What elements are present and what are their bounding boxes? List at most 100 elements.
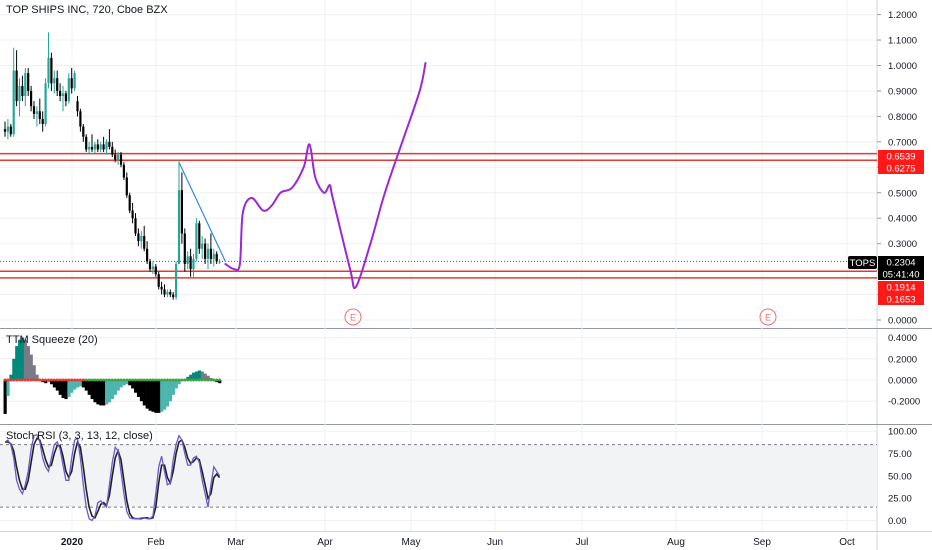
candle <box>172 292 175 300</box>
squeeze-dot <box>20 378 24 382</box>
squeeze-dot <box>125 378 129 382</box>
ttm-bar <box>61 380 65 399</box>
ttm-bar <box>119 380 123 388</box>
candles-layer <box>3 32 221 300</box>
candle-body <box>99 144 102 150</box>
price-tag: 0.2304 <box>878 256 924 269</box>
candle-body <box>12 70 15 135</box>
squeeze-dot <box>18 378 21 382</box>
candle <box>169 289 172 298</box>
ttm-bar <box>35 374 39 380</box>
candle <box>70 68 73 94</box>
squeeze-dot <box>171 378 175 382</box>
candle <box>93 141 96 155</box>
candle-body <box>140 236 143 242</box>
ttm-bar <box>113 380 117 395</box>
earnings-marker[interactable]: E <box>759 308 777 326</box>
candle <box>90 134 94 153</box>
squeeze-dot <box>186 378 190 382</box>
candle <box>41 111 44 132</box>
price-tag-bg <box>878 281 924 293</box>
candle <box>27 68 30 97</box>
candle <box>67 73 70 104</box>
ttm-bar <box>148 380 152 411</box>
ttm-bar <box>107 380 112 403</box>
candle <box>38 98 41 125</box>
price-tag: 0.6539 <box>878 150 924 163</box>
candle <box>180 172 183 244</box>
ttm-bar <box>32 365 36 380</box>
ttm-bar <box>151 380 155 412</box>
squeeze-dot <box>119 378 123 382</box>
squeeze-dot <box>102 378 106 382</box>
trendline[interactable] <box>178 161 226 262</box>
price-tag-label: 05:41:40 <box>883 270 920 281</box>
squeeze-dot <box>206 378 210 382</box>
candle-body <box>24 73 27 97</box>
candle-body <box>56 78 59 91</box>
candle-body <box>70 78 73 89</box>
time-axis-label: Apr <box>317 537 333 548</box>
candle-body <box>134 218 137 234</box>
squeeze-dot <box>157 378 161 382</box>
candle <box>108 129 111 150</box>
ttm-bar <box>105 380 109 405</box>
squeeze-dot <box>96 378 100 382</box>
squeeze-dot <box>55 378 59 382</box>
candle-body <box>96 144 99 150</box>
candle <box>111 141 114 158</box>
stoch-title[interactable]: Stoch RSI (3, 3, 13, 12, close) <box>6 430 153 442</box>
candle <box>146 241 149 265</box>
candle <box>157 271 160 290</box>
ttm-bar <box>125 380 129 385</box>
candle <box>148 258 152 272</box>
candle-body <box>186 256 189 265</box>
ttm-bar <box>186 376 190 380</box>
projection-drawing-layer[interactable] <box>224 61 427 290</box>
ttm-bar <box>200 371 204 380</box>
squeeze-dot <box>35 378 39 382</box>
stoch-tick-label: 25.00 <box>888 494 912 505</box>
ttm-bar <box>70 380 74 393</box>
candle <box>134 213 137 237</box>
candle-body <box>61 93 65 97</box>
candle-body <box>79 111 82 127</box>
candle-body <box>160 286 163 290</box>
candle-body <box>154 266 157 275</box>
price-tick-label: 0.8000 <box>888 112 917 123</box>
ttm-bar <box>29 354 33 380</box>
earnings-marker[interactable]: E <box>344 308 362 326</box>
squeeze-dot <box>9 378 13 382</box>
ttm-bar <box>177 380 181 385</box>
ttm-tick-label: -0.2000 <box>888 397 920 408</box>
horizontal-levels[interactable] <box>0 152 877 279</box>
ttm-title[interactable]: TTM Squeeze (20) <box>6 334 98 346</box>
trendline-layer[interactable] <box>178 161 226 262</box>
ttm-bar <box>131 380 135 389</box>
ttm-bar <box>20 337 25 380</box>
squeeze-dot <box>47 378 50 382</box>
price-tag: 0.6275 <box>878 162 924 175</box>
squeeze-dot <box>81 378 85 382</box>
symbol-title[interactable]: TOP SHIPS INC, 720, Cboe BZX <box>6 4 168 16</box>
candle <box>212 248 215 267</box>
squeeze-dot <box>64 378 68 382</box>
squeeze-dot <box>107 378 111 382</box>
ttm-bar <box>84 380 88 391</box>
time-axis-label: May <box>402 537 421 548</box>
ttm-bar <box>116 380 120 391</box>
squeeze-dot <box>218 378 222 382</box>
ttm-squeeze-layer <box>3 337 222 414</box>
squeeze-dot <box>165 378 169 382</box>
candle-body <box>38 111 41 119</box>
candle <box>79 108 82 132</box>
ttm-bar <box>76 380 80 388</box>
candle <box>218 258 221 265</box>
candle <box>73 70 76 91</box>
candle <box>61 85 65 112</box>
projection-drawing[interactable] <box>224 61 427 290</box>
ttm-bar <box>145 380 149 409</box>
candle <box>209 233 212 265</box>
candle <box>88 141 91 155</box>
